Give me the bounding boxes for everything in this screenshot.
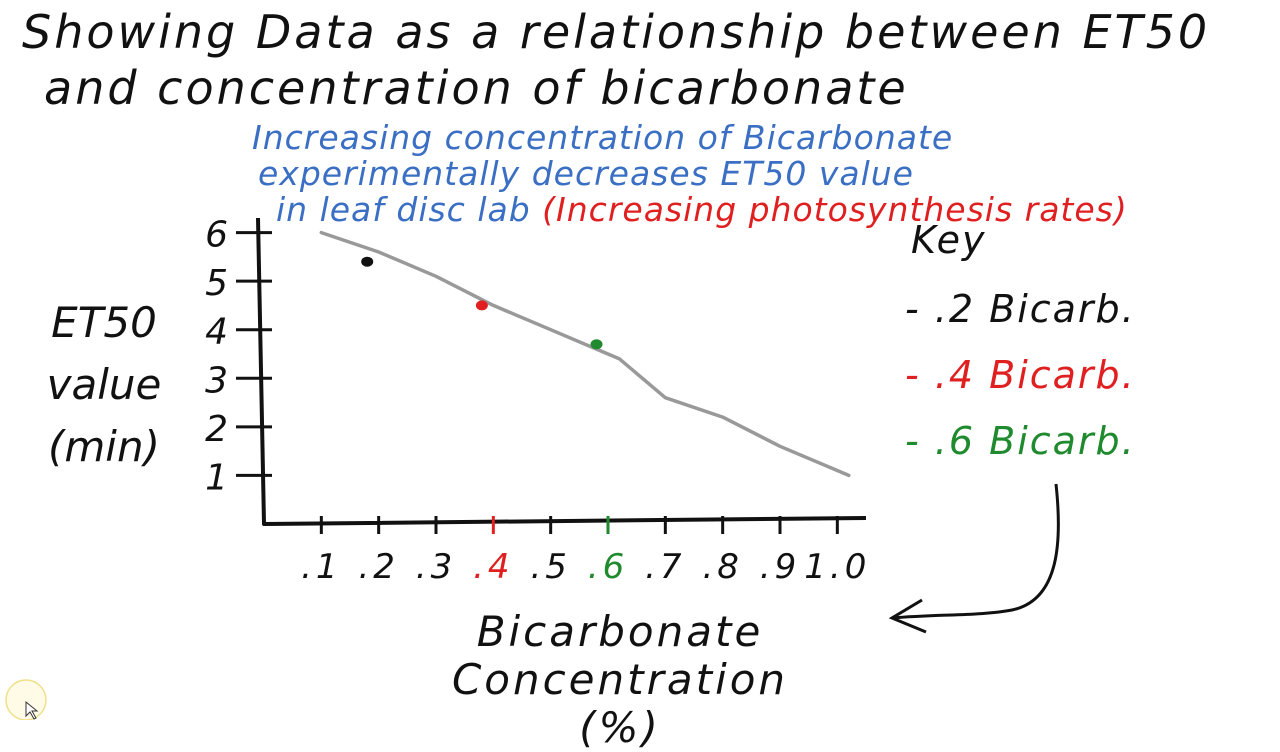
- y-axis-label-line-1: ET50: [51, 298, 157, 347]
- legend: Key - .2 Bicarb. - .4 Bicarb. - .6 Bicar…: [905, 218, 1136, 474]
- x-tick-label: .4: [473, 547, 513, 587]
- x-tick-label: .6: [588, 547, 628, 587]
- axis-lines: [256, 217, 867, 526]
- data-point: [361, 256, 374, 267]
- legend-item-0-6: - .6 Bicarb.: [905, 419, 1136, 463]
- trend-line: [319, 230, 851, 478]
- x-tick-label: .3: [416, 547, 456, 587]
- title-line-1: Showing Data as a relationship between E…: [22, 5, 1211, 59]
- y-tick-label: 5: [205, 263, 228, 304]
- chart-points: [361, 256, 603, 350]
- x-tick-label: .9: [760, 547, 800, 587]
- chart-axes: [256, 217, 867, 526]
- annotation-line-3-red: (Increasing photosynthesis rates): [542, 190, 1128, 229]
- title-line-2: and concentration of bicarbonate: [44, 61, 909, 115]
- x-tick-label: 1.0: [804, 547, 870, 587]
- x-axis-label-line-1: Bicarbonate Concentration: [451, 607, 789, 704]
- page-title: Showing Data as a relationship between E…: [22, 4, 1210, 116]
- chart-series: [319, 230, 851, 478]
- x-tick-label: .2: [358, 547, 398, 587]
- y-axis-label: ET50 value (min): [44, 292, 164, 478]
- y-axis-label-line-3: (min): [48, 422, 160, 471]
- y-tick-label: 4: [205, 312, 228, 353]
- y-tick-label: 3: [205, 360, 228, 401]
- legend-arrow: [891, 483, 1060, 620]
- data-point: [475, 300, 488, 311]
- annotation-note: Increasing concentration of Bicarbonate …: [252, 120, 1128, 228]
- legend-item-0-2: - .2 Bicarb.: [905, 287, 1136, 331]
- data-point: [590, 339, 603, 350]
- annotation-line-1: Increasing concentration of Bicarbonate: [252, 118, 954, 157]
- annotation-line-3: in leaf disc lab (Increasing photosynthe…: [252, 192, 1128, 228]
- legend-item-0-4: - .4 Bicarb.: [905, 353, 1136, 397]
- x-axis-label: Bicarbonate Concentration (%): [340, 608, 900, 752]
- x-tick-label: .5: [530, 547, 570, 587]
- y-axis-label-line-2: value: [46, 360, 162, 409]
- legend-title: Key: [911, 218, 987, 262]
- x-tick-label: .1: [301, 547, 341, 587]
- annotation-line-3-blue: in leaf disc lab: [276, 190, 531, 229]
- annotation-line-2: experimentally decreases ET50 value: [258, 154, 914, 193]
- y-tick-label: 6: [205, 215, 228, 256]
- y-tick-label: 2: [205, 409, 228, 450]
- x-tick-label: .8: [702, 547, 742, 587]
- x-tick-label: .7: [645, 547, 685, 587]
- y-tick-label: 1: [205, 457, 228, 498]
- pointer-cursor-icon: [5, 679, 47, 720]
- chart-canvas: 1 2 3 4 5 6 .1 .2 .3 .4 .5 .6 .7 .8 .9 1.0: [5, 215, 1060, 720]
- legend-arrow-head: [888, 598, 927, 634]
- chart-ticks: 1 2 3 4 5 6 .1 .2 .3 .4 .5 .6 .7 .8 .9 1.0: [205, 215, 870, 587]
